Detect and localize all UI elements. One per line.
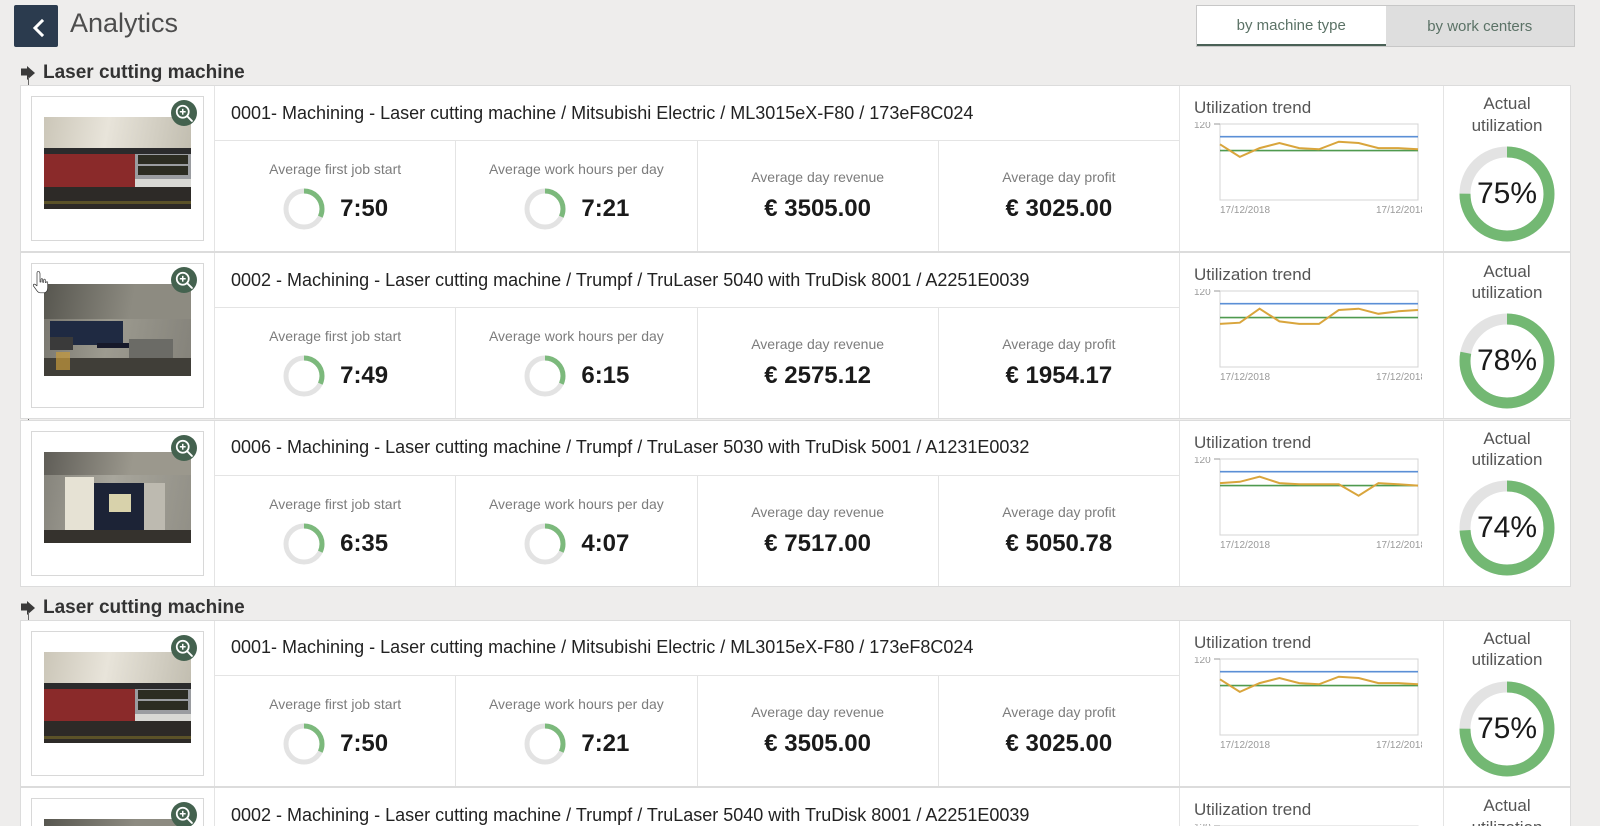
svg-text:17/12/2018: 17/12/2018 [1376, 205, 1422, 214]
svg-text:17/12/2018: 17/12/2018 [1220, 740, 1270, 749]
svg-text:17/12/2018: 17/12/2018 [1376, 740, 1422, 749]
svg-text:120: 120 [1194, 122, 1211, 131]
svg-text:17/12/2018: 17/12/2018 [1220, 540, 1270, 549]
svg-text:17/12/2018: 17/12/2018 [1220, 372, 1270, 381]
svg-text:17/12/2018: 17/12/2018 [1376, 372, 1422, 381]
svg-text:17/12/2018: 17/12/2018 [1376, 540, 1422, 549]
svg-text:120: 120 [1194, 657, 1211, 666]
svg-text:120: 120 [1194, 289, 1211, 298]
svg-text:17/12/2018: 17/12/2018 [1220, 205, 1270, 214]
svg-text:120: 120 [1194, 457, 1211, 466]
